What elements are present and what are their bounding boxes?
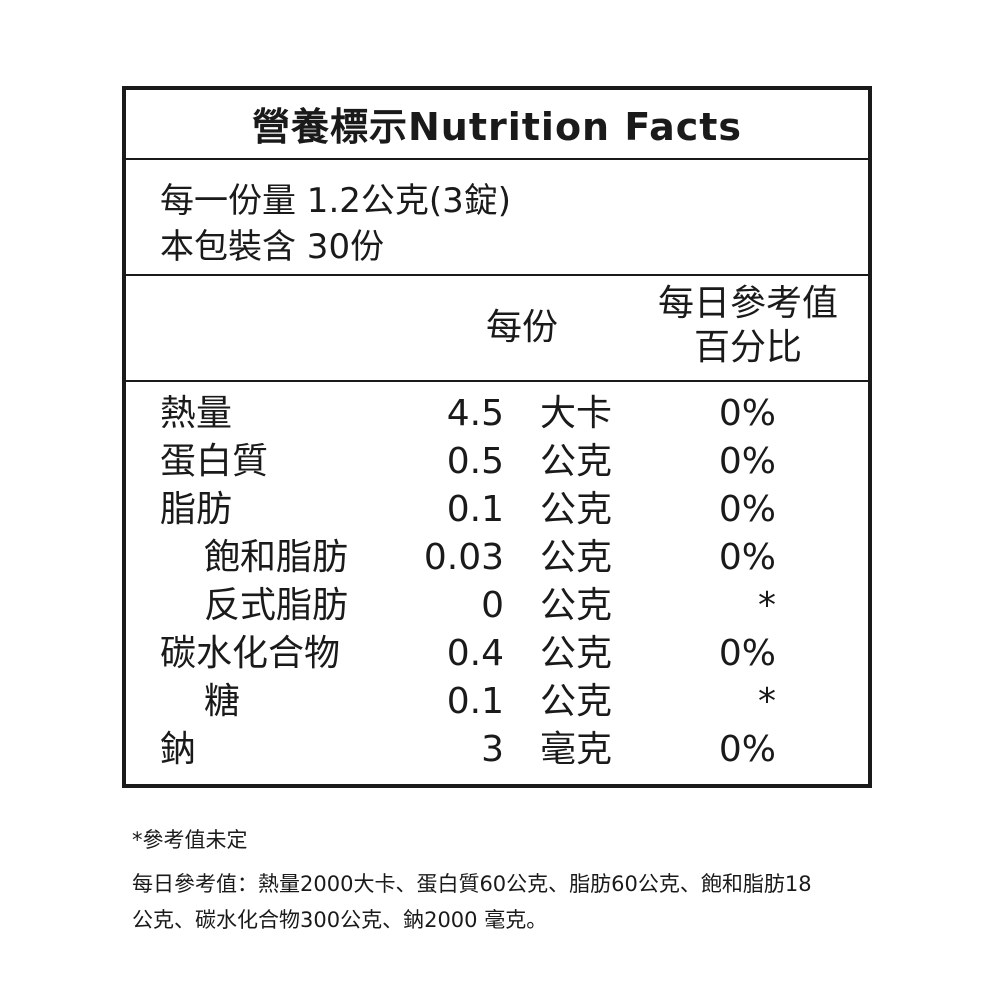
header-dv-line2: 百分比 [693, 327, 802, 368]
nutrient-amount: 4.5 [446, 393, 504, 434]
nutrient-name: 碳水化合物 [160, 633, 341, 674]
footnotes: *參考值未定 每日參考值：熱量2000大卡、蛋白質60公克、脂肪60公克、飽和脂… [132, 822, 892, 938]
divider-title [126, 158, 868, 160]
nutrient-dv: * [758, 585, 776, 626]
nutrient-amount: 0.03 [423, 537, 504, 578]
nutrient-name: 鈉 [160, 729, 197, 770]
nutrient-dv: 0% [718, 633, 776, 674]
nutrient-dv: * [758, 681, 776, 722]
label-title: 營養標示Nutrition Facts [251, 105, 743, 149]
asterisk-note: *參考值未定 [132, 828, 248, 852]
nutrient-amount: 0.5 [446, 441, 504, 482]
nutrient-name: 反式脂肪 [204, 585, 349, 626]
header-dv-line1: 每日參考值 [657, 283, 838, 324]
nutrient-name: 蛋白質 [160, 441, 269, 482]
nutrient-row-carbohydrate: 碳水化合物 0.4 公克 0% [126, 630, 868, 678]
nutrient-name: 飽和脂肪 [204, 537, 349, 578]
nutrient-row-trans-fat: 反式脂肪 0 公克 * [126, 582, 868, 630]
nutrient-dv: 0% [718, 441, 776, 482]
nutrient-name: 脂肪 [160, 489, 233, 530]
nutrient-dv: 0% [718, 393, 776, 434]
nutrient-name: 糖 [204, 681, 241, 722]
divider-serving [126, 274, 868, 276]
nutrient-unit: 公克 [540, 489, 613, 530]
header-daily-value: 每日參考值 百分比 [638, 282, 858, 370]
header-per-serving: 每份 [486, 307, 559, 348]
divider-header [126, 380, 868, 382]
nutrition-facts-panel: 營養標示Nutrition Facts 每一份量 1.2公克(3錠) 本包裝含 … [122, 86, 872, 788]
nutrient-unit: 公克 [540, 633, 613, 674]
nutrient-amount: 0 [481, 585, 504, 626]
nutrient-amount: 0.4 [446, 633, 504, 674]
nutrient-dv: 0% [718, 729, 776, 770]
daily-value-note-line1: 每日參考值：熱量2000大卡、蛋白質60公克、脂肪60公克、飽和脂肪18 [132, 872, 812, 896]
serving-info: 每一份量 1.2公克(3錠) 本包裝含 30份 [160, 178, 511, 270]
nutrient-unit: 公克 [540, 585, 613, 626]
nutrient-dv: 0% [718, 537, 776, 578]
nutrient-dv: 0% [718, 489, 776, 530]
nutrient-amount: 3 [481, 729, 504, 770]
nutrient-row-sodium: 鈉 3 毫克 0% [126, 726, 868, 774]
nutrient-row-fat: 脂肪 0.1 公克 0% [126, 486, 868, 534]
nutrient-amount: 0.1 [446, 489, 504, 530]
nutrient-amount: 0.1 [446, 681, 504, 722]
nutrient-row-calories: 熱量 4.5 大卡 0% [126, 390, 868, 438]
daily-value-note-line2: 公克、碳水化合物300公克、鈉2000 毫克。 [132, 908, 548, 932]
nutrient-row-saturated-fat: 飽和脂肪 0.03 公克 0% [126, 534, 868, 582]
nutrient-unit: 公克 [540, 681, 613, 722]
nutrient-rows: 熱量 4.5 大卡 0% 蛋白質 0.5 公克 0% 脂肪 0.1 公克 0% … [126, 390, 868, 774]
nutrient-name: 熱量 [160, 393, 233, 434]
nutrient-unit: 大卡 [540, 393, 613, 434]
servings-per-package: 本包裝含 30份 [160, 227, 385, 267]
nutrient-row-sugar: 糖 0.1 公克 * [126, 678, 868, 726]
serving-size: 每一份量 1.2公克(3錠) [160, 181, 512, 221]
nutrient-unit: 公克 [540, 441, 613, 482]
nutrient-row-protein: 蛋白質 0.5 公克 0% [126, 438, 868, 486]
nutrient-unit: 毫克 [540, 729, 613, 770]
nutrient-unit: 公克 [540, 537, 613, 578]
